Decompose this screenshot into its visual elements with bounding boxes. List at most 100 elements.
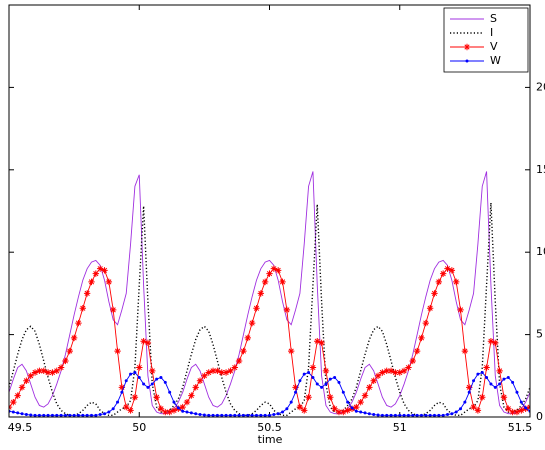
marker-asterisk bbox=[470, 403, 477, 411]
marker-asterisk bbox=[322, 367, 330, 375]
marker-asterisk bbox=[127, 407, 134, 414]
marker-asterisk bbox=[53, 367, 60, 375]
marker-asterisk bbox=[92, 270, 100, 277]
marker-dot bbox=[198, 413, 202, 417]
marker-asterisk bbox=[479, 394, 486, 401]
series-line bbox=[9, 371, 530, 416]
marker-asterisk bbox=[96, 265, 104, 272]
marker-dot bbox=[116, 400, 120, 404]
marker-dot bbox=[285, 407, 289, 411]
marker-dot bbox=[311, 375, 315, 379]
marker-asterisk bbox=[196, 377, 204, 384]
y-tick-label: 0 bbox=[536, 410, 543, 423]
marker-dot bbox=[55, 413, 59, 417]
marker-dot bbox=[415, 413, 419, 417]
marker-asterisk bbox=[79, 305, 86, 312]
legend-label: S bbox=[490, 12, 497, 25]
marker-asterisk bbox=[227, 367, 234, 375]
marker-asterisk bbox=[66, 347, 73, 355]
marker-dot bbox=[37, 413, 41, 417]
marker-dot bbox=[189, 411, 193, 415]
marker-asterisk bbox=[118, 384, 126, 391]
x-tick-label: 49.5 bbox=[8, 421, 33, 434]
marker-dot bbox=[107, 410, 111, 414]
marker-dot bbox=[215, 413, 219, 417]
y-tick-label: 15 bbox=[536, 163, 545, 176]
marker-asterisk bbox=[114, 347, 121, 355]
marker-dot bbox=[133, 371, 137, 375]
marker-dot bbox=[372, 413, 376, 417]
marker-dot bbox=[502, 377, 506, 381]
marker-dot bbox=[454, 410, 458, 414]
marker-dot bbox=[11, 410, 15, 414]
marker-asterisk bbox=[149, 367, 156, 375]
marker-dot bbox=[263, 413, 267, 417]
marker-dot bbox=[24, 413, 28, 417]
marker-dot bbox=[68, 413, 72, 417]
marker-asterisk bbox=[340, 408, 347, 416]
marker-asterisk bbox=[296, 403, 304, 411]
marker-dot bbox=[72, 413, 76, 417]
marker-dot bbox=[398, 413, 402, 417]
marker-asterisk bbox=[231, 364, 238, 371]
marker-asterisk bbox=[496, 367, 503, 375]
marker-asterisk bbox=[396, 369, 403, 376]
marker-asterisk bbox=[366, 384, 373, 391]
marker-asterisk bbox=[509, 408, 516, 416]
x-tick-label: 51 bbox=[393, 421, 407, 434]
legend-box bbox=[443, 7, 529, 73]
marker-asterisk bbox=[235, 357, 243, 365]
marker-asterisk bbox=[248, 319, 256, 327]
marker-asterisk bbox=[253, 305, 260, 312]
marker-dot bbox=[268, 413, 271, 417]
marker-dot bbox=[411, 413, 415, 417]
marker-asterisk bbox=[88, 278, 95, 286]
marker-dot bbox=[406, 413, 410, 417]
marker-asterisk bbox=[192, 384, 199, 391]
marker-asterisk bbox=[214, 367, 221, 375]
marker-asterisk bbox=[426, 305, 434, 312]
series-line bbox=[9, 202, 530, 417]
marker-asterisk bbox=[318, 339, 325, 347]
marker-asterisk bbox=[500, 394, 508, 401]
marker-dot bbox=[76, 413, 80, 417]
marker-asterisk bbox=[10, 398, 17, 406]
marker-dot bbox=[307, 371, 311, 375]
marker-dot bbox=[289, 400, 293, 404]
marker-asterisk bbox=[463, 43, 471, 51]
marker-dot bbox=[437, 413, 441, 417]
marker-dot bbox=[224, 413, 228, 417]
marker-dot bbox=[337, 380, 341, 384]
marker-asterisk bbox=[353, 403, 360, 411]
marker-dot bbox=[142, 382, 146, 386]
marker-dot bbox=[90, 413, 94, 417]
marker-asterisk bbox=[270, 265, 278, 272]
marker-dot bbox=[506, 375, 510, 379]
marker-dot bbox=[328, 377, 332, 381]
plot-area bbox=[9, 171, 530, 417]
legend-label: W bbox=[490, 54, 501, 67]
marker-dot bbox=[419, 413, 423, 417]
marker-dot bbox=[498, 382, 502, 386]
marker-dot bbox=[120, 390, 124, 394]
marker-dot bbox=[137, 375, 141, 379]
marker-asterisk bbox=[439, 270, 447, 277]
marker-asterisk bbox=[27, 372, 34, 379]
marker-asterisk bbox=[105, 278, 113, 286]
marker-dot bbox=[485, 375, 489, 379]
marker-dot bbox=[150, 382, 154, 386]
marker-dot bbox=[389, 413, 393, 417]
legend-label: I bbox=[490, 26, 493, 39]
marker-dot bbox=[424, 413, 428, 417]
marker-dot bbox=[346, 400, 350, 404]
marker-asterisk bbox=[400, 367, 408, 375]
marker-asterisk bbox=[444, 265, 451, 272]
marker-asterisk bbox=[188, 392, 195, 399]
marker-asterisk bbox=[209, 367, 217, 375]
marker-asterisk bbox=[301, 407, 308, 414]
marker-asterisk bbox=[374, 372, 382, 379]
marker-asterisk bbox=[405, 364, 412, 371]
legend-label: V bbox=[490, 40, 498, 53]
marker-dot bbox=[432, 413, 436, 417]
